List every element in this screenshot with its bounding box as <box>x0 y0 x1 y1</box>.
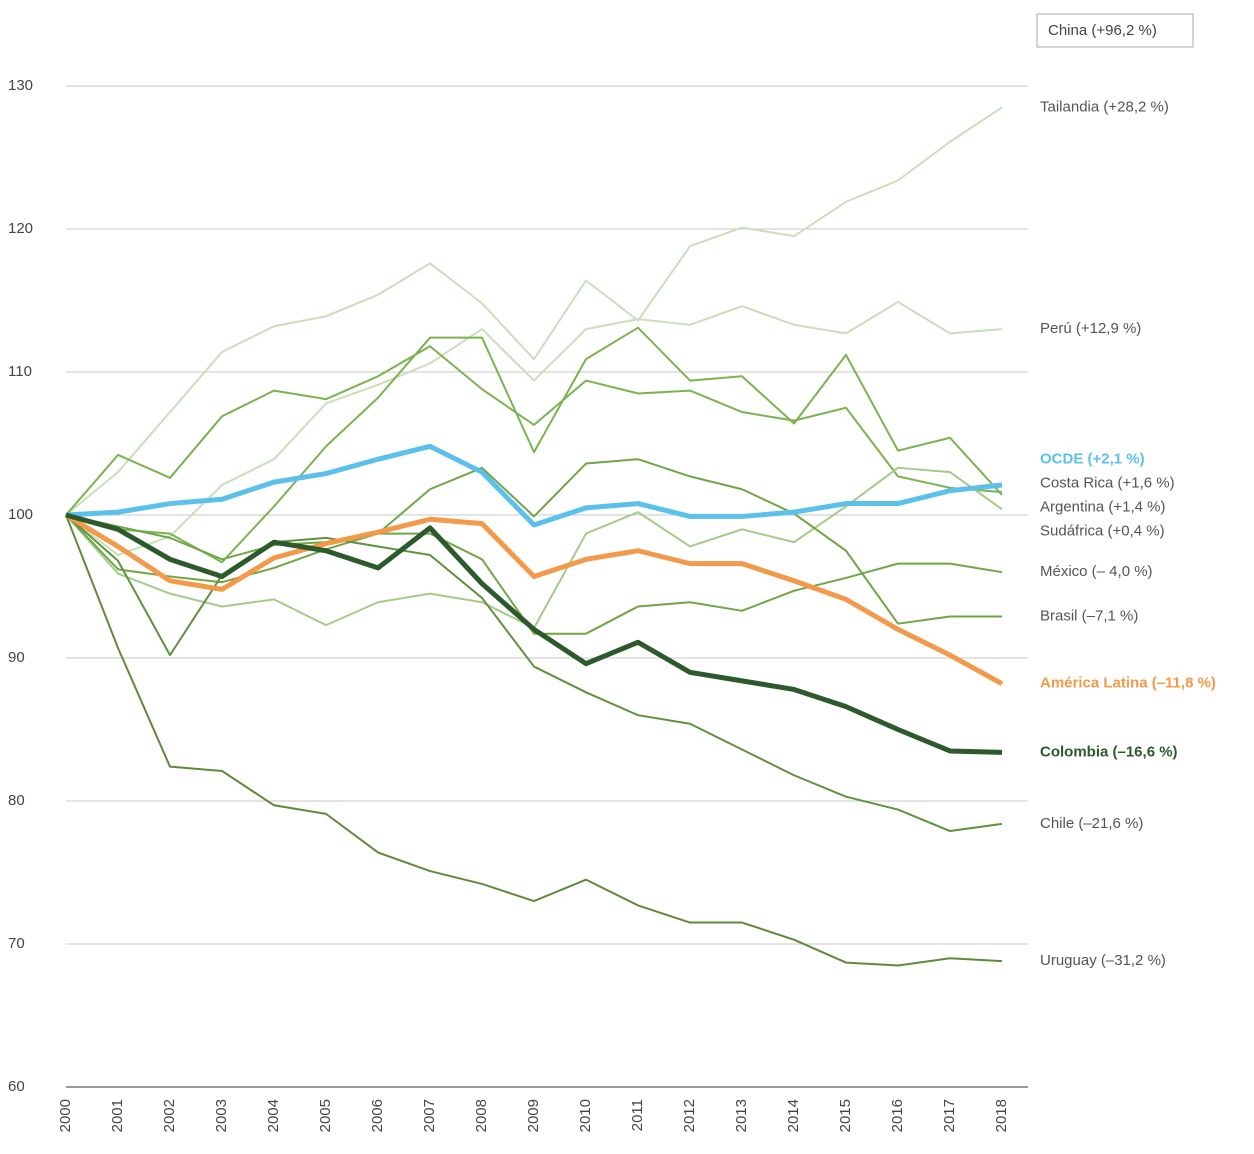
x-tick-label: 2000 <box>57 1099 74 1132</box>
series-label: Argentina (+1,4 %) <box>1040 498 1166 515</box>
y-tick-label: 120 <box>8 220 33 237</box>
x-tick-label: 2015 <box>837 1099 854 1132</box>
x-tick-label: 2017 <box>941 1099 958 1132</box>
offscale-label: China (+96,2 %) <box>1048 22 1157 39</box>
series-line <box>65 443 1003 528</box>
x-tick-label: 2008 <box>473 1099 490 1132</box>
x-tick-label: 2011 <box>629 1099 646 1131</box>
series-label: Colombia (–16,6 %) <box>1040 743 1178 760</box>
x-tick-label: 2004 <box>265 1099 282 1132</box>
series-line <box>65 466 1003 629</box>
y-tick-label: 90 <box>8 649 25 666</box>
y-tick-label: 60 <box>8 1078 25 1095</box>
series-line <box>65 326 1003 564</box>
x-tick-label: 2009 <box>525 1099 542 1132</box>
series-label: Uruguay (–31,2 %) <box>1040 952 1166 969</box>
y-tick-label: 130 <box>8 77 33 94</box>
x-tick-label: 2002 <box>161 1099 178 1132</box>
series-label: Tailandia (+28,2 %) <box>1040 98 1169 115</box>
series-line <box>65 512 1003 755</box>
series-label: Brasil (–7,1 %) <box>1040 607 1138 624</box>
series-label: Perú (+12,9 %) <box>1040 320 1141 337</box>
y-tick-label: 110 <box>8 363 32 380</box>
x-tick-label: 2005 <box>317 1099 334 1132</box>
series-line <box>65 514 1003 833</box>
series-label: Sudáfrica (+0,4 %) <box>1040 522 1165 539</box>
x-tick-label: 2012 <box>681 1099 698 1132</box>
series-line <box>65 458 1002 625</box>
x-tick-label: 2001 <box>109 1099 126 1132</box>
series-label: Costa Rica (+1,6 %) <box>1040 474 1175 491</box>
series-line <box>65 514 1003 967</box>
series-line <box>65 106 1003 516</box>
series-line <box>65 345 1003 516</box>
x-tick-label: 2007 <box>421 1099 438 1132</box>
x-tick-label: 2013 <box>733 1099 750 1132</box>
x-tick-label: 2014 <box>785 1099 802 1132</box>
series-label: Chile (–21,6 %) <box>1040 815 1143 832</box>
series-label: América Latina (–11,8 %) <box>1040 675 1216 692</box>
y-tick-label: 80 <box>8 792 25 809</box>
x-tick-label: 2016 <box>889 1099 906 1132</box>
y-tick-label: 70 <box>8 935 25 952</box>
series-line <box>65 514 1003 635</box>
x-tick-label: 2006 <box>369 1099 386 1132</box>
series-label: OCDE (+2,1 %) <box>1040 450 1145 467</box>
series-line <box>65 300 1003 557</box>
x-tick-label: 2003 <box>213 1099 230 1132</box>
x-tick-label: 2018 <box>993 1099 1010 1132</box>
series-line <box>64 512 1004 686</box>
series-label: México (– 4,0 %) <box>1040 563 1153 580</box>
y-tick-label: 100 <box>8 506 33 523</box>
offscale-box <box>1036 13 1194 48</box>
x-tick-label: 2010 <box>577 1099 594 1132</box>
